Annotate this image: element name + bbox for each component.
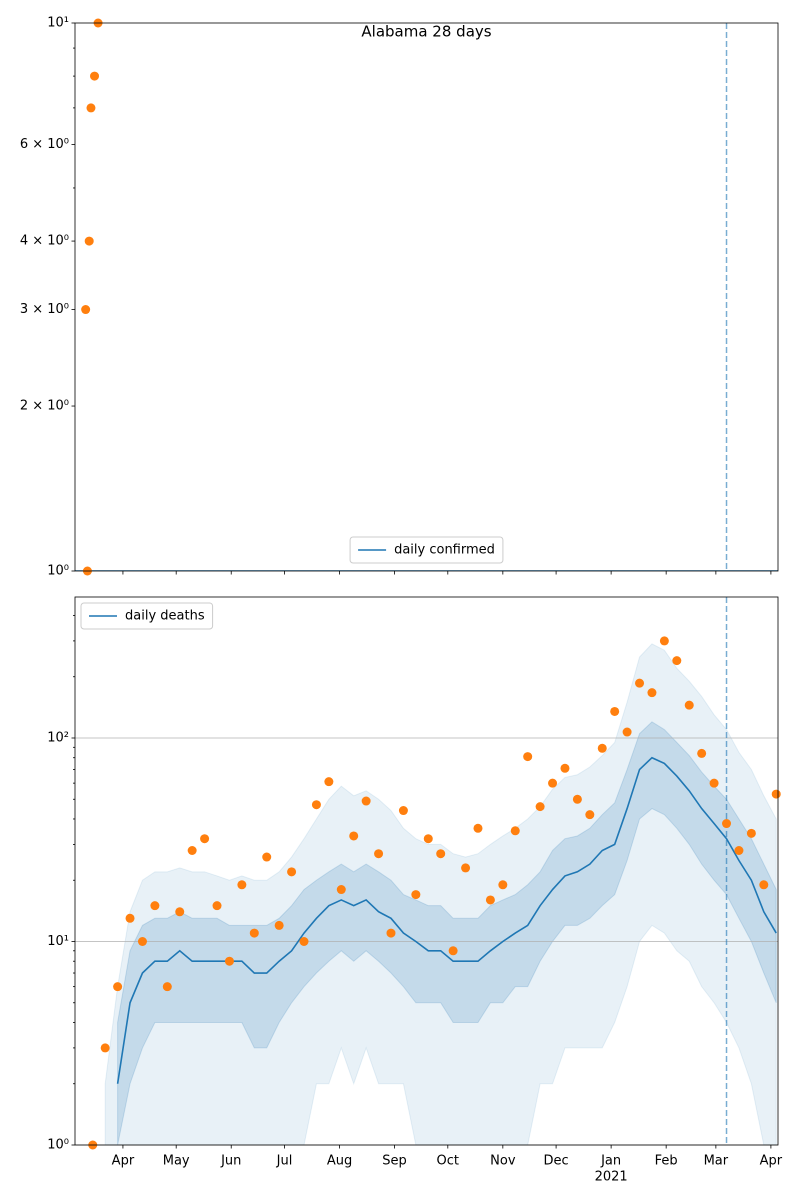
data-point — [647, 688, 657, 698]
data-point — [610, 706, 620, 716]
data-point — [697, 748, 707, 758]
confidence-band — [117, 721, 777, 1145]
y-tick-label: 2 × 10⁰ — [20, 399, 69, 414]
data-point — [200, 834, 210, 844]
data-point — [535, 802, 545, 812]
x-tick-label: Apr — [760, 1154, 783, 1169]
data-point — [709, 778, 719, 788]
data-point — [510, 826, 520, 836]
data-point — [125, 913, 135, 923]
data-point — [311, 800, 321, 810]
x-tick-label: Jun — [220, 1154, 241, 1169]
data-point — [560, 763, 570, 773]
legend-label: daily deaths — [125, 609, 205, 624]
data-point — [274, 920, 284, 930]
axes-frame — [74, 596, 779, 1146]
x-tick-label: Sep — [382, 1154, 407, 1169]
data-point — [722, 819, 732, 829]
legend: daily deaths — [80, 602, 214, 630]
x-tick-label: Mar — [704, 1154, 729, 1169]
legend-box — [349, 536, 504, 564]
x-tick-label: May — [163, 1154, 190, 1169]
data-point — [436, 849, 446, 859]
data-point — [349, 831, 359, 841]
data-point — [90, 71, 100, 81]
data-point — [162, 982, 172, 992]
legend-label: daily confirmed — [394, 543, 495, 558]
data-point — [398, 806, 408, 816]
y-tick-label: 10² — [47, 730, 69, 745]
x-tick-label: Apr — [112, 1154, 135, 1169]
data-point — [224, 956, 234, 966]
data-point — [746, 828, 756, 838]
data-point — [86, 103, 96, 113]
data-point — [287, 867, 297, 877]
x-tick-label: Dec — [544, 1154, 569, 1169]
data-point — [684, 700, 694, 710]
data-point — [81, 305, 91, 315]
chart-title: Alabama 28 days — [361, 23, 491, 41]
data-point — [672, 656, 682, 666]
y-tick-label: 10¹ — [47, 934, 69, 949]
data-point — [523, 752, 533, 762]
data-point — [635, 678, 645, 688]
data-point — [150, 901, 160, 911]
data-point — [411, 890, 421, 900]
data-point — [299, 936, 309, 946]
x-tick-label: Jan — [600, 1154, 621, 1169]
x-tick-label: Jul — [276, 1154, 293, 1169]
x-tick-label: Aug — [327, 1154, 352, 1169]
data-point — [336, 885, 346, 895]
data-point — [212, 901, 222, 911]
legend: daily confirmed — [349, 536, 504, 564]
data-point — [137, 936, 147, 946]
y-tick-label: 10⁰ — [47, 564, 69, 579]
axes-frame — [74, 22, 779, 572]
data-point — [498, 880, 508, 890]
confidence-band — [104, 643, 777, 1145]
data-point — [374, 849, 384, 859]
x-tick-label: Oct — [437, 1154, 459, 1169]
data-point — [473, 823, 483, 833]
data-point — [548, 778, 558, 788]
data-point — [324, 777, 334, 787]
data-point — [249, 928, 259, 938]
data-point — [759, 880, 769, 890]
data-point — [734, 846, 744, 856]
data-point — [771, 789, 781, 799]
data-point — [485, 895, 495, 905]
data-point — [113, 982, 123, 992]
y-tick-label: 6 × 10⁰ — [20, 137, 69, 152]
data-point — [100, 1043, 110, 1053]
data-point — [659, 636, 669, 646]
data-point — [386, 928, 396, 938]
y-tick-label: 10⁰ — [47, 1138, 69, 1153]
x-tick-label: Nov — [490, 1154, 516, 1169]
data-point — [262, 852, 272, 862]
data-point — [237, 880, 247, 890]
data-point — [461, 863, 471, 873]
x-year-label: 2021 — [595, 1170, 628, 1185]
data-point — [597, 743, 607, 753]
y-tick-label: 4 × 10⁰ — [20, 234, 69, 249]
data-point — [187, 846, 197, 856]
data-point — [84, 236, 94, 246]
data-point — [585, 810, 595, 820]
data-point — [622, 727, 632, 737]
data-point — [175, 907, 185, 917]
data-point — [423, 834, 433, 844]
x-tick-label: Feb — [655, 1154, 678, 1169]
data-point — [361, 796, 371, 806]
legend-box — [80, 602, 214, 630]
data-point — [572, 794, 582, 804]
data-point — [448, 946, 458, 956]
y-tick-label: 3 × 10⁰ — [20, 302, 69, 317]
y-tick-label: 10¹ — [47, 16, 69, 31]
